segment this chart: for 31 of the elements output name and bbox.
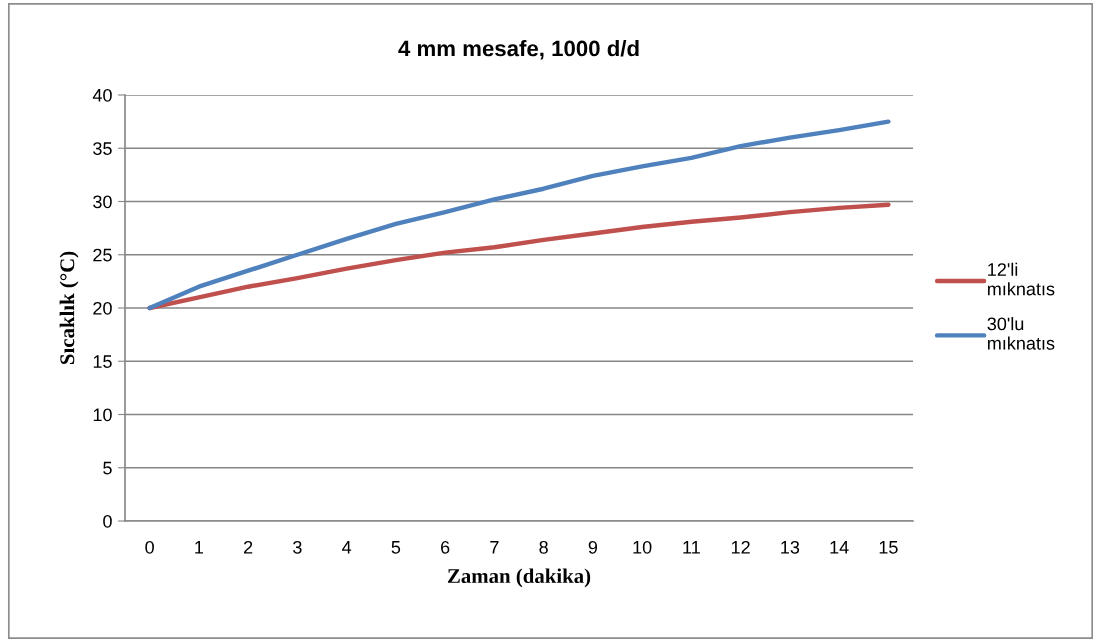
- x-tick-label: 2: [244, 540, 253, 554]
- y-tick-label: 10: [93, 408, 112, 422]
- x-tick-label: 9: [588, 540, 598, 554]
- x-tick-label: 5: [391, 541, 401, 554]
- y-tick-label: 15: [93, 355, 112, 368]
- y-axis-title: Sıcaklık (°C): [59, 251, 79, 365]
- y-tick-label: 35: [93, 142, 112, 155]
- x-tick-label: 10: [633, 540, 652, 554]
- x-tick-label: 12: [731, 540, 750, 554]
- x-tick-label: 8: [539, 540, 548, 554]
- x-axis-title: Zaman (dakika): [447, 568, 591, 588]
- y-tick-label: 30: [93, 195, 112, 209]
- chart-title: 4 mm mesafe, 1000 d/d: [398, 40, 639, 60]
- x-tick-label: 15: [879, 541, 898, 554]
- y-tick-label: 0: [103, 514, 112, 528]
- x-tick-label: 7: [490, 541, 499, 554]
- y-tick-label: 20: [93, 301, 112, 315]
- y-tick-label: 25: [93, 248, 112, 262]
- y-tick-label: 5: [103, 461, 112, 475]
- x-tick-label: 13: [781, 540, 800, 554]
- x-tick-label: 4: [342, 541, 352, 554]
- line-series: [147, 119, 891, 311]
- legend-label: 30'lu mıknatıs: [987, 317, 1055, 350]
- x-tick-label: 6: [441, 540, 450, 554]
- x-tick-label: 1: [195, 541, 204, 554]
- y-tick-label: 40: [92, 88, 112, 102]
- x-tick-label: 3: [293, 540, 302, 554]
- x-tick-label: 11: [683, 541, 700, 554]
- legend-label: 12'li mıknatıs: [987, 262, 1055, 296]
- x-tick-label: 0: [145, 540, 154, 554]
- x-tick-label: 14: [830, 541, 849, 554]
